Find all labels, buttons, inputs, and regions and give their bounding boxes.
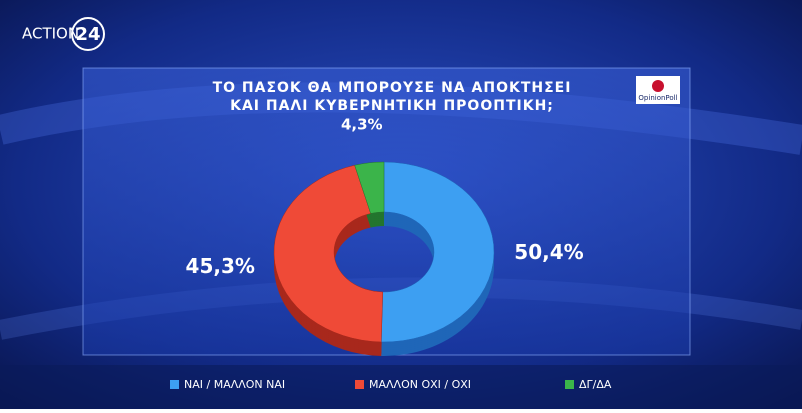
legend-swatch <box>355 380 364 389</box>
legend-label: ΜΑΛΛΟΝ ΟΧΙ / ΟΧΙ <box>369 378 471 391</box>
value-label: 50,4% <box>514 240 583 264</box>
legend-swatch <box>565 380 574 389</box>
slice <box>354 161 385 214</box>
legend-swatch <box>170 380 179 389</box>
slice <box>273 164 384 343</box>
chart-title: ΚΑΙ ΠΑΛΙ ΚΥΒΕΡΝΗΤΙΚΗ ΠΡΟΟΠΤΙΚΗ; <box>230 98 554 114</box>
legend-label: ΝΑΙ / ΜΑΛΛΟΝ ΝΑΙ <box>184 378 285 391</box>
pollster-name: OpinionPoll <box>638 94 677 102</box>
channel-logo: ACTION <box>22 25 79 43</box>
value-label: 4,3% <box>341 116 383 134</box>
legend-strip <box>0 365 802 409</box>
pollster-icon <box>652 80 664 92</box>
value-label: 45,3% <box>186 254 255 278</box>
channel-number: 24 <box>75 24 100 45</box>
logo-ring <box>71 17 105 51</box>
legend-label: ΔΓ/ΔΑ <box>579 378 612 391</box>
slice <box>380 161 495 343</box>
chart-title: ΤΟ ΠΑΣΟΚ ΘΑ ΜΠΟΡΟΥΣΕ ΝΑ ΑΠΟΚΤΗΣΕΙ <box>213 80 572 96</box>
